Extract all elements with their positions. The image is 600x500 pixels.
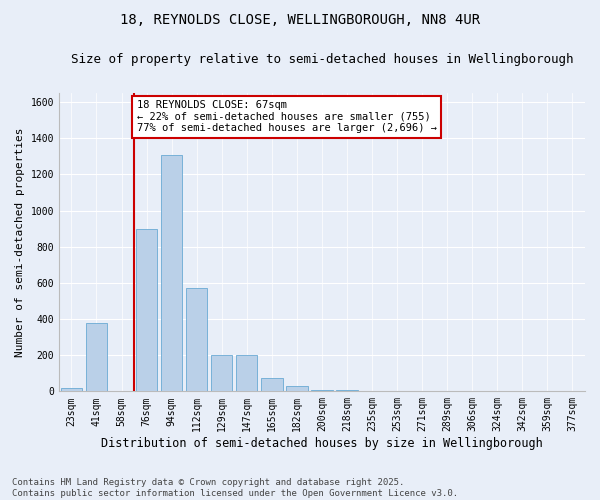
Y-axis label: Number of semi-detached properties: Number of semi-detached properties — [15, 128, 25, 357]
Text: 18, REYNOLDS CLOSE, WELLINGBOROUGH, NN8 4UR: 18, REYNOLDS CLOSE, WELLINGBOROUGH, NN8 … — [120, 12, 480, 26]
Bar — [186, 288, 208, 392]
Bar — [211, 355, 232, 392]
Bar — [61, 388, 82, 392]
Bar — [86, 322, 107, 392]
Text: Contains HM Land Registry data © Crown copyright and database right 2025.
Contai: Contains HM Land Registry data © Crown c… — [12, 478, 458, 498]
Bar — [337, 390, 358, 392]
Bar — [161, 154, 182, 392]
Bar — [311, 390, 332, 392]
Bar — [136, 228, 157, 392]
Bar — [261, 378, 283, 392]
X-axis label: Distribution of semi-detached houses by size in Wellingborough: Distribution of semi-detached houses by … — [101, 437, 543, 450]
Title: Size of property relative to semi-detached houses in Wellingborough: Size of property relative to semi-detach… — [71, 52, 573, 66]
Text: 18 REYNOLDS CLOSE: 67sqm
← 22% of semi-detached houses are smaller (755)
77% of : 18 REYNOLDS CLOSE: 67sqm ← 22% of semi-d… — [137, 100, 437, 134]
Bar — [236, 355, 257, 392]
Bar — [286, 386, 308, 392]
